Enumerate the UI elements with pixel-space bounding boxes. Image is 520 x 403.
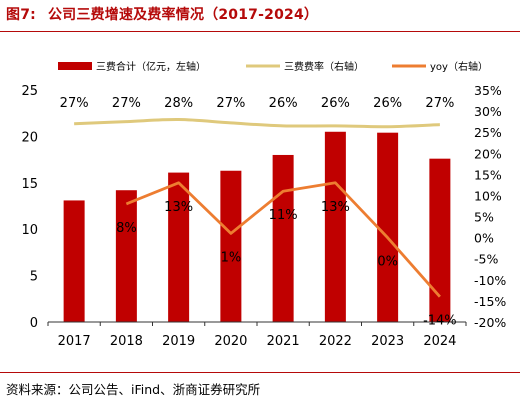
rate-label-2024: 27%	[425, 96, 454, 111]
footer-divider	[0, 372, 520, 373]
right-axis-tick: -20%	[474, 315, 506, 330]
x-axis-label: 2020	[214, 334, 247, 349]
chart: 三费合计（亿元，左轴） 三费费率（右轴） yoy（右轴） 0 5 10 15 20 25 -20%…	[21, 60, 506, 349]
right-axis-tick: -10%	[474, 273, 506, 288]
x-axis-label: 2017	[58, 334, 91, 349]
rate-label-2020: 27%	[216, 96, 245, 111]
right-axis-tick: -15%	[474, 294, 506, 309]
yoy-label-2024: -14%	[423, 314, 457, 329]
source-note: 资料来源：公司公告、iFind、浙商证券研究所	[6, 382, 261, 397]
legend-bar-swatch	[58, 62, 92, 70]
right-axis-tick: 30%	[474, 104, 502, 119]
rate-label-2021: 26%	[269, 96, 298, 111]
figure-title-text: 公司三费增速及费率情况（2017-2024）	[47, 7, 319, 23]
legend-bar-label: 三费合计（亿元，左轴）	[96, 60, 206, 73]
bar-2020	[220, 170, 242, 322]
x-axis-label: 2019	[162, 334, 195, 349]
figure-number: 图7:	[6, 7, 36, 23]
x-axis-label: 2024	[423, 334, 456, 349]
bar-2017	[63, 200, 85, 322]
legend-rate-label: 三费费率（右轴）	[284, 60, 364, 73]
legend-yoy-label: yoy（右轴）	[430, 60, 488, 73]
yoy-label-2018: 8%	[116, 221, 137, 236]
x-axis-label: 2021	[267, 334, 300, 349]
rate-line	[74, 118, 440, 129]
right-axis-tick: 20%	[474, 146, 502, 161]
right-axis-tick: -5%	[474, 252, 498, 267]
title-divider	[0, 31, 520, 32]
left-axis-tick: 0	[30, 316, 38, 331]
bar-2022	[324, 131, 346, 322]
right-axis-tick: 0%	[474, 231, 494, 246]
left-axis-tick: 15	[21, 177, 38, 192]
yoy-label-2022: 13%	[321, 200, 350, 215]
bar-2019	[168, 172, 190, 322]
rate-label-2017: 27%	[60, 96, 89, 111]
x-axis-label: 2023	[371, 334, 404, 349]
bar-2023	[377, 132, 399, 322]
right-axis-tick: 10%	[474, 188, 502, 203]
yoy-label-2021: 11%	[269, 208, 298, 223]
yoy-label-2019: 13%	[164, 200, 193, 215]
bar-2018	[115, 190, 137, 322]
rate-label-2019: 28%	[164, 96, 193, 111]
left-axis-tick: 10	[21, 223, 38, 238]
left-axis-tick: 25	[21, 84, 38, 99]
figure-title: 图7: 公司三费增速及费率情况（2017-2024）	[6, 4, 318, 24]
rate-label-2018: 27%	[112, 96, 141, 111]
right-axis-tick: 25%	[474, 125, 502, 140]
bar-2021	[272, 154, 294, 322]
right-axis-tick: 15%	[474, 167, 502, 182]
left-axis-tick: 20	[21, 130, 38, 145]
yoy-line	[125, 181, 441, 298]
bar-2024	[429, 158, 451, 322]
right-axis-tick: 5%	[474, 210, 494, 225]
x-axis-label: 2022	[319, 334, 352, 349]
left-axis-tick: 5	[30, 270, 38, 285]
rate-label-2023: 26%	[373, 96, 402, 111]
right-axis-tick: 35%	[474, 83, 502, 98]
rate-label-2022: 26%	[321, 96, 350, 111]
yoy-label-2020: 1%	[221, 250, 242, 265]
x-axis-label: 2018	[110, 334, 143, 349]
yoy-label-2023: 0%	[377, 255, 398, 270]
